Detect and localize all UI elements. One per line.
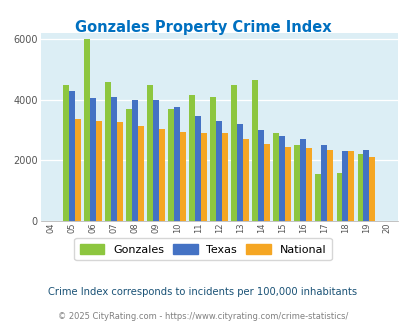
Bar — [138, 125, 144, 221]
Text: Gonzales Property Crime Index: Gonzales Property Crime Index — [75, 20, 330, 35]
Bar — [347, 151, 353, 221]
Bar — [294, 145, 300, 221]
Text: Crime Index corresponds to incidents per 100,000 inhabitants: Crime Index corresponds to incidents per… — [48, 287, 357, 297]
Text: © 2025 CityRating.com - https://www.cityrating.com/crime-statistics/: © 2025 CityRating.com - https://www.city… — [58, 312, 347, 321]
Bar — [315, 174, 321, 221]
Bar — [252, 80, 258, 221]
Bar — [216, 121, 222, 221]
Bar — [63, 84, 69, 221]
Bar — [189, 95, 195, 221]
Bar — [258, 130, 264, 221]
Bar — [90, 98, 96, 221]
Bar — [111, 97, 117, 221]
Bar — [153, 100, 159, 221]
Bar — [231, 84, 237, 221]
Bar — [321, 145, 326, 221]
Bar — [285, 147, 290, 221]
Bar — [69, 91, 75, 221]
Legend: Gonzales, Texas, National: Gonzales, Texas, National — [74, 238, 331, 260]
Bar — [362, 150, 369, 221]
Bar — [243, 139, 249, 221]
Bar — [369, 157, 374, 221]
Bar — [180, 132, 185, 221]
Bar — [341, 151, 347, 221]
Bar — [75, 119, 81, 221]
Bar — [117, 122, 123, 221]
Bar — [147, 84, 153, 221]
Bar — [210, 97, 216, 221]
Bar — [105, 82, 111, 221]
Bar — [200, 133, 207, 221]
Bar — [300, 139, 305, 221]
Bar — [168, 109, 174, 221]
Bar — [336, 173, 341, 221]
Bar — [126, 109, 132, 221]
Bar — [96, 121, 102, 221]
Bar — [132, 100, 138, 221]
Bar — [357, 154, 362, 221]
Bar — [264, 144, 269, 221]
Bar — [222, 133, 228, 221]
Bar — [326, 150, 333, 221]
Bar — [174, 107, 180, 221]
Bar — [237, 124, 243, 221]
Bar — [305, 148, 311, 221]
Bar — [273, 133, 279, 221]
Bar — [279, 136, 285, 221]
Bar — [84, 39, 90, 221]
Bar — [159, 129, 164, 221]
Bar — [195, 116, 200, 221]
